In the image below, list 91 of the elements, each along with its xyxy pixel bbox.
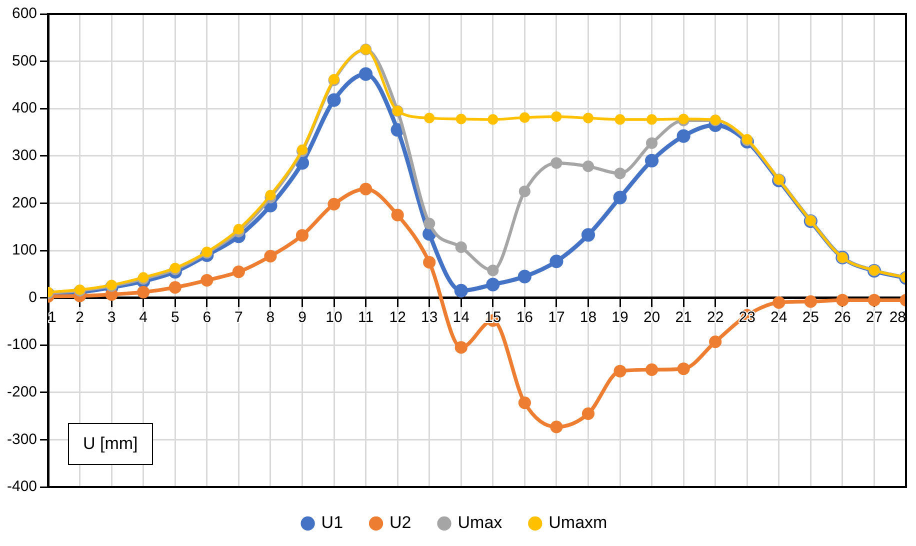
point — [455, 241, 467, 253]
y-tick-label: -200 — [6, 384, 38, 401]
x-tick-label: 13 — [421, 308, 438, 326]
x-tick-label: 20 — [643, 308, 660, 326]
y-tick-label: -300 — [6, 430, 38, 448]
x-tick-label: 27 — [866, 308, 883, 326]
x-tick-label: 22 — [706, 308, 724, 326]
point — [454, 341, 468, 354]
x-tick-label: 19 — [612, 308, 628, 326]
x-tick-label: 10 — [326, 308, 342, 326]
point — [551, 111, 562, 122]
x-tick-label: 24 — [770, 308, 788, 326]
point — [233, 224, 244, 235]
legend-label: U1 — [321, 513, 344, 532]
point — [645, 363, 658, 376]
point — [424, 112, 435, 124]
y-tick-label: 200 — [12, 194, 38, 212]
y-tick-label: -400 — [6, 478, 38, 496]
point — [232, 265, 245, 278]
x-tick-label: 5 — [170, 308, 180, 326]
x-tick-label: 14 — [452, 308, 470, 326]
point — [518, 270, 532, 284]
point — [804, 295, 817, 308]
point — [486, 278, 500, 292]
point — [582, 160, 594, 172]
point — [550, 157, 562, 169]
point — [327, 93, 341, 107]
point — [328, 198, 340, 210]
point — [359, 182, 372, 196]
y-tick-label: 0 — [28, 288, 38, 306]
point — [264, 250, 277, 262]
point — [677, 362, 690, 376]
y-tick-label: -100 — [6, 336, 38, 354]
y-tick-label: 400 — [12, 100, 38, 117]
point — [836, 294, 849, 306]
point — [550, 420, 563, 434]
point — [550, 254, 564, 268]
point — [456, 114, 466, 124]
y-tick-label: 600 — [12, 5, 38, 22]
x-tick-label: 4 — [139, 308, 148, 326]
x-tick-label: 11 — [358, 308, 374, 326]
point — [168, 281, 182, 294]
x-tick-label: 25 — [802, 308, 820, 326]
x-tick-label: 21 — [675, 308, 692, 326]
x-tick-label: 28 — [889, 308, 906, 326]
point — [868, 294, 881, 306]
point — [518, 396, 531, 410]
y-tick-label: 300 — [12, 147, 38, 164]
x-tick-label: 7 — [234, 308, 243, 326]
x-tick-label: 9 — [298, 308, 306, 326]
point — [519, 112, 530, 123]
point — [646, 114, 658, 125]
x-tick-label: 17 — [548, 308, 565, 326]
point — [582, 407, 595, 420]
point — [614, 114, 626, 125]
point — [614, 168, 626, 180]
point — [200, 274, 214, 287]
point — [265, 190, 276, 200]
point — [137, 286, 150, 298]
point — [581, 228, 596, 242]
x-tick-label: 3 — [107, 308, 116, 326]
point — [518, 186, 530, 198]
x-tick-label: 8 — [266, 308, 275, 326]
y-axis-title: U [mm] — [68, 423, 153, 465]
point — [423, 256, 436, 269]
x-tick-label: 6 — [202, 308, 212, 326]
x-tick-label: 16 — [516, 308, 534, 326]
point — [644, 154, 659, 168]
point — [391, 208, 404, 222]
point — [613, 190, 627, 204]
y-tick-label: 500 — [12, 52, 38, 70]
x-tick-label: 12 — [389, 308, 406, 326]
legend-label: Umax — [458, 513, 503, 532]
point — [424, 218, 436, 230]
legend-label: Umaxm — [548, 513, 608, 532]
point — [582, 112, 594, 124]
legend-label: U2 — [390, 513, 412, 532]
point — [487, 264, 499, 276]
y-tick-label: 100 — [12, 242, 38, 259]
point — [772, 296, 786, 309]
point — [296, 229, 309, 242]
point — [454, 284, 468, 298]
point — [614, 364, 626, 378]
point — [676, 129, 690, 143]
point — [488, 114, 498, 125]
x-tick-label: 26 — [834, 308, 851, 326]
point — [646, 137, 658, 149]
point — [358, 67, 373, 81]
x-tick-label: 18 — [580, 308, 597, 326]
point — [709, 335, 722, 348]
x-tick-label: 2 — [76, 308, 84, 326]
